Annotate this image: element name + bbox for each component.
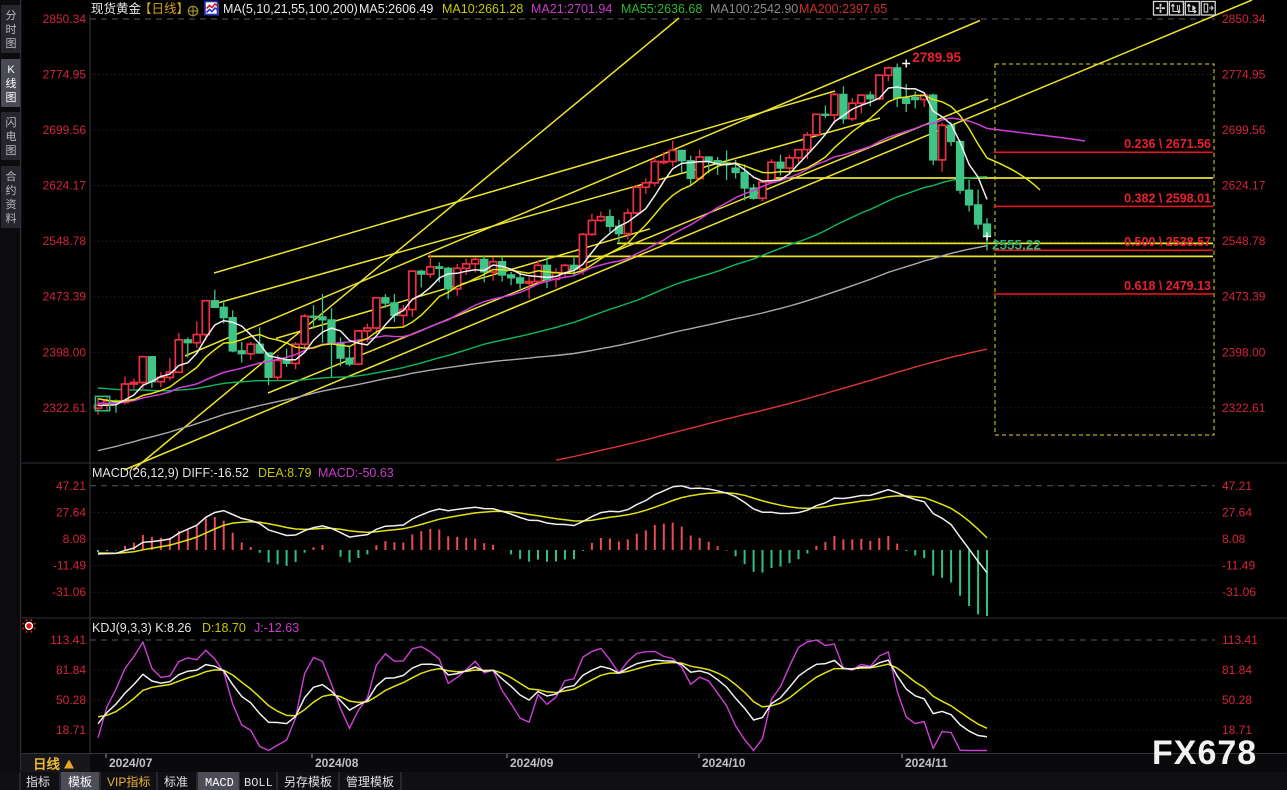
svg-text:2024/10: 2024/10 xyxy=(702,756,746,770)
svg-text:资: 资 xyxy=(6,198,17,211)
svg-text:2624.17: 2624.17 xyxy=(43,179,87,193)
svg-text:指标: 指标 xyxy=(26,774,50,789)
svg-text:2024/08: 2024/08 xyxy=(315,756,359,770)
svg-text:2850.34: 2850.34 xyxy=(1222,12,1266,26)
svg-text:时: 时 xyxy=(6,23,17,36)
svg-text:管理模板: 管理模板 xyxy=(346,774,394,789)
svg-text:MACD: MACD xyxy=(205,776,234,790)
svg-text:K: K xyxy=(7,64,15,76)
svg-text:2024/09: 2024/09 xyxy=(510,756,554,770)
svg-text:81.84: 81.84 xyxy=(56,663,86,677)
svg-text:2774.95: 2774.95 xyxy=(43,68,87,82)
svg-text:电: 电 xyxy=(6,130,17,143)
svg-text:现货黄金: 现货黄金 xyxy=(91,1,142,16)
svg-text:2789.95: 2789.95 xyxy=(912,50,961,65)
svg-text:BOLL: BOLL xyxy=(244,776,273,790)
svg-text:2024/07: 2024/07 xyxy=(109,756,153,770)
svg-text:2624.17: 2624.17 xyxy=(1222,179,1266,193)
svg-text:MA(5,10,21,55,100,200): MA(5,10,21,55,100,200) xyxy=(223,2,358,16)
svg-text:标准: 标准 xyxy=(164,775,188,789)
svg-text:-11.49: -11.49 xyxy=(1222,559,1255,573)
svg-text:2548.78: 2548.78 xyxy=(1222,234,1266,248)
svg-text:图: 图 xyxy=(6,144,17,157)
svg-text:约: 约 xyxy=(6,184,17,197)
svg-text:FX678: FX678 xyxy=(1152,734,1257,772)
svg-text:合: 合 xyxy=(6,169,17,183)
svg-text:0.500 \ 2538.57: 0.500 \ 2538.57 xyxy=(1124,235,1211,249)
svg-text:MACD:-50.63: MACD:-50.63 xyxy=(318,466,394,480)
svg-text:MA5:2606.49: MA5:2606.49 xyxy=(359,2,433,16)
svg-text:81.84: 81.84 xyxy=(1222,663,1252,677)
svg-text:27.64: 27.64 xyxy=(56,505,86,519)
svg-text:113.41: 113.41 xyxy=(1222,633,1258,647)
svg-text:VIP指标: VIP指标 xyxy=(107,774,150,789)
svg-text:2473.39: 2473.39 xyxy=(43,290,87,304)
svg-text:18.71: 18.71 xyxy=(1222,723,1252,737)
svg-text:2699.56: 2699.56 xyxy=(1222,123,1266,137)
svg-text:KDJ(9,3,3) K:8.26: KDJ(9,3,3) K:8.26 xyxy=(92,621,191,635)
svg-text:D:18.70: D:18.70 xyxy=(202,621,246,635)
svg-text:图: 图 xyxy=(6,91,17,104)
svg-text:线: 线 xyxy=(6,76,17,90)
svg-text:料: 料 xyxy=(6,211,17,225)
svg-text:0.382 \ 2598.01: 0.382 \ 2598.01 xyxy=(1124,191,1211,205)
svg-text:113.41: 113.41 xyxy=(50,633,86,647)
svg-text:2024/11: 2024/11 xyxy=(905,756,948,770)
svg-text:2398.00: 2398.00 xyxy=(43,345,87,359)
svg-text:模板: 模板 xyxy=(68,775,92,789)
svg-text:MA200:2397.65: MA200:2397.65 xyxy=(799,2,887,16)
svg-text:50.28: 50.28 xyxy=(1222,693,1252,707)
svg-text:闪: 闪 xyxy=(6,115,17,129)
svg-text:图: 图 xyxy=(6,37,17,50)
svg-text:分: 分 xyxy=(6,9,17,22)
svg-text:另存模板: 另存模板 xyxy=(284,775,332,789)
svg-text:2322.61: 2322.61 xyxy=(43,401,87,415)
svg-text:18.71: 18.71 xyxy=(56,723,86,737)
svg-text:MA21:2701.94: MA21:2701.94 xyxy=(531,2,612,16)
svg-text:DEA:8.79: DEA:8.79 xyxy=(258,466,312,480)
svg-text:2398.00: 2398.00 xyxy=(1222,345,1266,359)
svg-text:0.236 \ 2671.56: 0.236 \ 2671.56 xyxy=(1124,137,1211,151)
svg-text:MACD(26,12,9) DIFF:-16.52: MACD(26,12,9) DIFF:-16.52 xyxy=(92,466,249,480)
svg-text:MA10:2661.28: MA10:2661.28 xyxy=(442,2,523,16)
svg-text:2473.39: 2473.39 xyxy=(1222,290,1266,304)
svg-text:2322.61: 2322.61 xyxy=(1222,401,1266,415)
svg-text:日线: 日线 xyxy=(33,756,60,772)
svg-text:-31.06: -31.06 xyxy=(1222,585,1256,599)
svg-text:MA55:2636.68: MA55:2636.68 xyxy=(621,2,702,16)
svg-text:2850.34: 2850.34 xyxy=(43,12,87,26)
svg-text:8.08: 8.08 xyxy=(1222,532,1246,546)
svg-text:-31.06: -31.06 xyxy=(52,585,86,599)
svg-text:J:-12.63: J:-12.63 xyxy=(254,621,299,635)
svg-text:47.21: 47.21 xyxy=(1222,479,1252,493)
svg-text:0.618 \ 2479.13: 0.618 \ 2479.13 xyxy=(1124,279,1211,293)
svg-text:-11.49: -11.49 xyxy=(53,559,86,573)
svg-text:MA100:2542.90: MA100:2542.90 xyxy=(710,2,798,16)
svg-text:8.08: 8.08 xyxy=(63,532,87,546)
svg-text:27.64: 27.64 xyxy=(1222,505,1252,519)
svg-text:2774.95: 2774.95 xyxy=(1222,68,1266,82)
svg-text:2699.56: 2699.56 xyxy=(43,123,87,137)
svg-text:2555.22: 2555.22 xyxy=(992,237,1041,252)
svg-text:47.21: 47.21 xyxy=(56,479,86,493)
svg-text:【日线】: 【日线】 xyxy=(139,2,189,16)
svg-text:2548.78: 2548.78 xyxy=(43,234,87,248)
svg-text:50.28: 50.28 xyxy=(56,693,86,707)
